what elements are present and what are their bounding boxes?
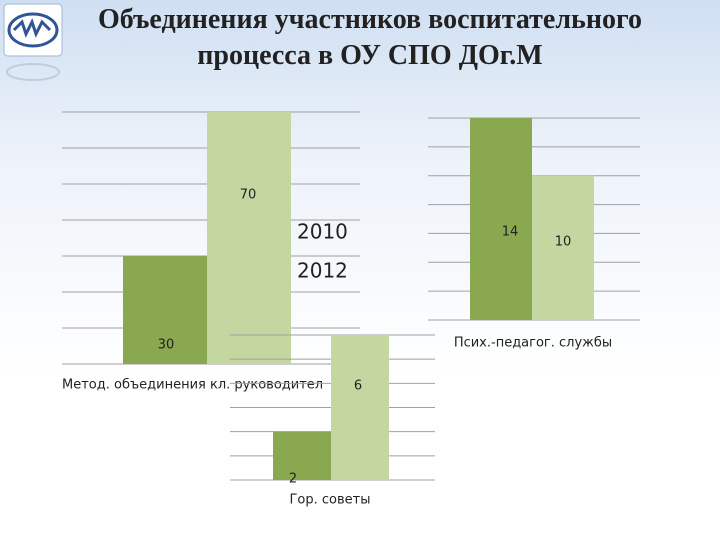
bar bbox=[273, 431, 331, 480]
data-label: 30 bbox=[158, 338, 175, 353]
legend-marker bbox=[273, 267, 283, 277]
data-label: 2 bbox=[289, 472, 297, 487]
bar bbox=[532, 175, 594, 320]
data-label: 10 bbox=[555, 235, 572, 250]
data-label: 70 bbox=[240, 188, 257, 203]
logo bbox=[3, 3, 63, 81]
slide-title: Объединения участников воспитательного п… bbox=[97, 4, 642, 71]
data-label: 6 bbox=[354, 379, 362, 394]
legend-label: 2012 bbox=[297, 259, 348, 283]
data-label: 14 bbox=[502, 225, 519, 240]
bar bbox=[331, 335, 389, 480]
bar bbox=[207, 112, 291, 364]
bar bbox=[470, 118, 532, 320]
x-tick-label: Метод. объединения кл. руководител bbox=[62, 378, 323, 393]
bar bbox=[123, 256, 207, 364]
x-tick-label: Псих.-педагог. службы bbox=[454, 336, 612, 351]
legend-label: 2010 bbox=[297, 220, 348, 244]
x-tick-label: Гор. советы bbox=[290, 493, 371, 508]
